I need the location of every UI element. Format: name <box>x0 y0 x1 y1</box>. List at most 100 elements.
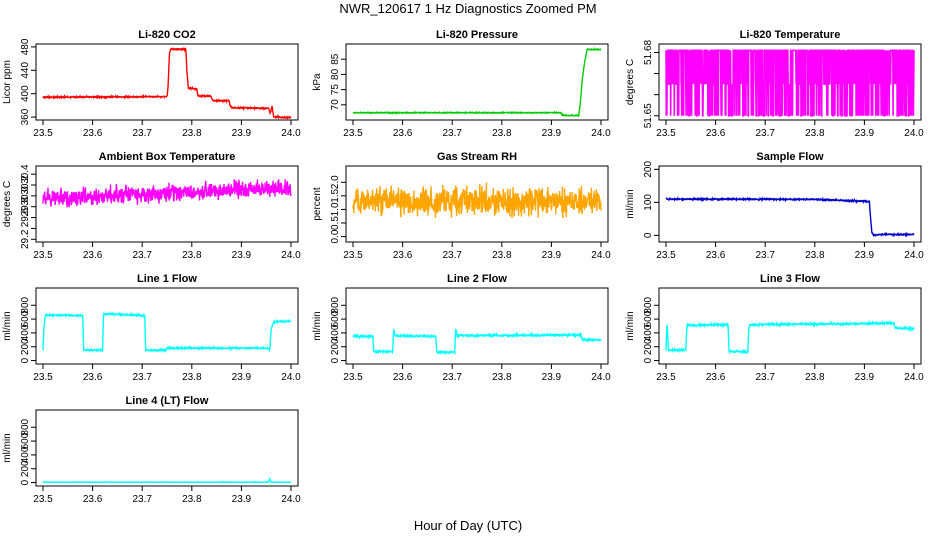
y-tick-label: 400 <box>20 85 31 102</box>
x-tick-label: 23.9 <box>232 128 252 139</box>
chart-title: Line 3 Flow <box>760 273 820 285</box>
chart-panel: Li-820 Temperature degrees C 23.5 23.6 23.7 2… <box>625 29 924 139</box>
y-axis-label: Licor ppm <box>2 60 13 104</box>
x-tick-label: 23.8 <box>492 372 512 383</box>
x-tick-label: 23.9 <box>232 494 252 505</box>
y-tick-label: 800 <box>330 296 341 313</box>
x-tick-label: 23.5 <box>656 128 676 139</box>
plot-frame <box>345 43 609 121</box>
x-axis-title: Hour of Day (UTC) <box>413 518 523 533</box>
y-tick-label: 200 <box>643 161 654 178</box>
data-series-line <box>42 311 292 354</box>
chart-panel: Ambient Box Temperature degrees C 23.5 23.6… <box>2 151 301 261</box>
chart-title: Line 4 (LT) Flow <box>126 395 209 407</box>
x-tick-label: 23.7 <box>132 494 152 505</box>
chart-panel: Line 4 (LT) Flow ml/min 23.5 23.6 23.7 23.8 23… <box>2 395 301 505</box>
y-tick-label: 85 <box>330 53 341 65</box>
y-tick-label: 29.6 <box>20 207 31 227</box>
plot-frame <box>658 43 922 121</box>
x-tick-label: 24.0 <box>904 128 924 139</box>
chart-panel: Line 1 Flow ml/min 23.5 23.6 23.7 23.8 23.9 24.… <box>2 273 301 383</box>
data-series-line <box>665 195 915 238</box>
y-axis-label: ml/min <box>312 311 323 340</box>
y-tick-label: 0 <box>330 357 341 363</box>
x-tick-label: 23.5 <box>656 250 676 261</box>
x-tick-label: 23.6 <box>393 372 413 383</box>
data-series-line <box>352 46 602 118</box>
y-axis-label: ml/min <box>2 433 13 462</box>
x-tick-label: 24.0 <box>281 494 301 505</box>
data-series-line <box>665 319 915 355</box>
x-tick-label: 23.9 <box>542 250 562 261</box>
x-tick-label: 23.8 <box>182 494 202 505</box>
plot-frame <box>35 409 299 487</box>
chart-title: Li-820 Pressure <box>436 29 518 41</box>
x-tick-label: 24.0 <box>281 250 301 261</box>
y-axis-label: kPa <box>312 73 323 91</box>
data-series-line <box>352 327 602 356</box>
x-tick-label: 23.5 <box>33 372 53 383</box>
x-tick-label: 23.8 <box>182 250 202 261</box>
x-tick-label: 24.0 <box>281 372 301 383</box>
page-title: NWR_120617 1 Hz Diagnostics Zoomed PM <box>339 1 597 16</box>
y-tick-label: 0.5 <box>330 216 341 230</box>
y-tick-label: 1.5 <box>330 188 341 202</box>
data-series-line <box>42 476 291 484</box>
plot-frame <box>345 165 609 243</box>
x-tick-label: 23.6 <box>706 250 726 261</box>
y-tick-label: 480 <box>20 38 31 55</box>
x-tick-label: 23.7 <box>132 372 152 383</box>
plot-frame <box>345 287 609 365</box>
plot-frame <box>658 287 922 365</box>
x-tick-label: 23.5 <box>33 128 53 139</box>
y-axis-label: percent <box>312 187 323 221</box>
y-tick-label: 75 <box>330 84 341 96</box>
y-tick-label: 400 <box>330 324 341 341</box>
y-tick-label: 80 <box>330 68 341 80</box>
plot-frame <box>658 165 922 243</box>
chart-title: Gas Stream RH <box>437 151 517 163</box>
x-tick-label: 23.7 <box>755 250 775 261</box>
x-tick-label: 23.5 <box>343 250 363 261</box>
y-tick-label: 600 <box>643 310 654 327</box>
x-tick-label: 23.5 <box>656 372 676 383</box>
y-tick-label: 51.65 <box>643 103 654 128</box>
y-axis-label: degrees C <box>2 181 13 227</box>
chart-title: Line 1 Flow <box>137 273 197 285</box>
plot-frame <box>35 287 299 365</box>
x-tick-label: 23.5 <box>343 372 363 383</box>
x-tick-label: 23.7 <box>442 128 462 139</box>
y-tick-label: 200 <box>330 338 341 355</box>
x-tick-label: 23.7 <box>132 128 152 139</box>
chart-title: Li-820 Temperature <box>740 29 841 41</box>
x-tick-label: 24.0 <box>591 372 611 383</box>
x-tick-label: 23.9 <box>855 128 875 139</box>
chart-title: Li-820 CO2 <box>138 29 195 41</box>
x-tick-label: 23.7 <box>755 372 775 383</box>
y-tick-label: 0 <box>20 357 31 363</box>
chart-panel: Li-820 CO2 Licor ppm 23.5 23.6 23.7 23.8 23.9 2… <box>2 29 301 139</box>
y-tick-label: 2.0 <box>330 175 341 189</box>
x-tick-label: 24.0 <box>904 372 924 383</box>
data-series-line <box>42 46 292 120</box>
y-tick-label: 200 <box>20 460 31 477</box>
y-axis-label: degrees C <box>625 59 636 105</box>
x-tick-label: 23.6 <box>706 128 726 139</box>
y-tick-label: 30.2 <box>20 175 31 195</box>
y-tick-label: 70 <box>330 99 341 111</box>
y-axis-label: ml/min <box>2 311 13 340</box>
x-tick-label: 23.8 <box>805 250 825 261</box>
x-tick-label: 23.8 <box>182 372 202 383</box>
x-tick-label: 23.9 <box>542 372 562 383</box>
x-tick-label: 23.8 <box>492 128 512 139</box>
x-tick-label: 23.8 <box>805 372 825 383</box>
y-tick-label: 0 <box>643 357 654 363</box>
x-tick-label: 23.8 <box>805 128 825 139</box>
y-tick-label: 600 <box>20 432 31 449</box>
x-tick-label: 23.5 <box>33 250 53 261</box>
x-tick-label: 23.6 <box>83 494 103 505</box>
data-series-line <box>42 179 292 208</box>
y-tick-label: 800 <box>20 296 31 313</box>
x-tick-label: 23.5 <box>343 128 363 139</box>
